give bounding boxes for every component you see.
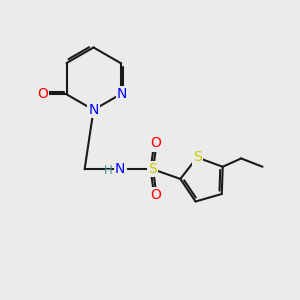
Text: O: O [37, 87, 48, 101]
Text: N: N [115, 162, 125, 176]
Text: N: N [117, 87, 127, 101]
Text: N: N [88, 103, 99, 117]
Text: O: O [151, 188, 161, 202]
Text: H: H [103, 164, 112, 177]
Text: S: S [193, 150, 202, 164]
Text: O: O [151, 136, 161, 151]
Text: S: S [148, 162, 157, 176]
